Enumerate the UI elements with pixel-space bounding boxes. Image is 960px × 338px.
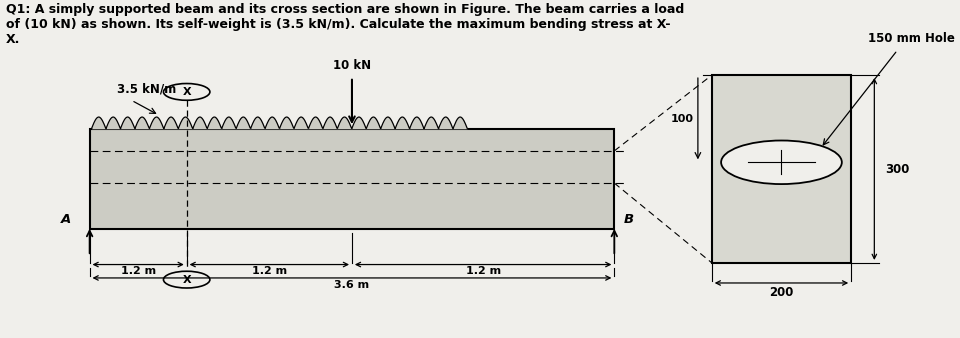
Text: X: X [182,87,191,97]
Text: 100: 100 [670,114,693,124]
Text: X: X [182,274,191,285]
Text: 10 kN: 10 kN [333,59,371,72]
Bar [711,75,852,263]
Text: Q1: A simply supported beam and its cross section are shown in Figure. The beam : Q1: A simply supported beam and its cros… [6,3,684,46]
Text: B: B [624,213,634,226]
Text: 200: 200 [769,286,794,299]
Text: 1.2 m: 1.2 m [466,266,501,276]
Text: 300: 300 [885,163,910,175]
Text: A: A [60,213,71,226]
Text: 1.2 m: 1.2 m [252,266,287,276]
Text: 3.6 m: 3.6 m [334,280,370,290]
Text: 1.2 m: 1.2 m [121,266,156,276]
Circle shape [721,141,842,184]
Bar [89,129,614,230]
Text: 150 mm Hole: 150 mm Hole [868,32,955,45]
Text: 3.5 kN/m: 3.5 kN/m [117,82,177,95]
